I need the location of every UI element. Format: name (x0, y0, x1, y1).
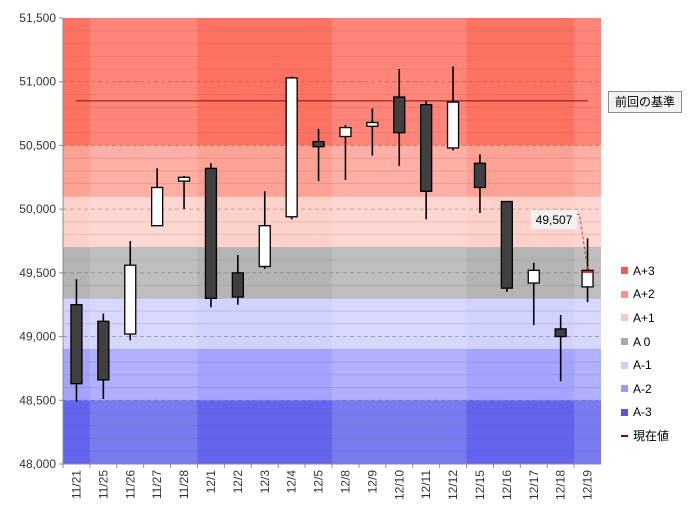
x-tick-label: 12/5 (312, 470, 326, 494)
x-tick-label: 11/28 (177, 470, 191, 499)
candle-down (231, 272, 245, 298)
candle-down (204, 167, 218, 299)
y-tick-label: 51,000 (19, 75, 56, 89)
legend-swatch (621, 408, 628, 416)
legend: A+3 A+2 A+1 A 0 A-1 A-2 A-3 現在値 (621, 259, 687, 448)
y-tick-label: 50,000 (19, 202, 56, 216)
candle-down (500, 200, 514, 289)
x-tick-label: 12/12 (446, 470, 460, 500)
callout-box (531, 210, 577, 229)
y-tick-label: 48,500 (19, 393, 56, 407)
x-tick-label: 11/21 (69, 470, 83, 499)
legend-label: A+3 (633, 263, 655, 278)
x-tick-label: 12/16 (500, 470, 514, 500)
x-tick-label: 12/19 (581, 470, 595, 500)
candle-up (581, 269, 594, 288)
legend-item: A 0 (621, 330, 687, 354)
x-tick-label: 11/26 (123, 470, 137, 499)
legend-item: A+1 (621, 306, 687, 330)
band-a-2 (63, 349, 601, 401)
candle-up (446, 101, 460, 149)
legend-label: A-3 (633, 405, 652, 420)
candle-down (312, 140, 325, 148)
candle-up (124, 264, 137, 335)
legend-swatch (621, 290, 628, 298)
x-tick-label: 12/2 (231, 470, 245, 494)
callout-leader (579, 214, 589, 270)
x-tick-label: 12/8 (338, 470, 352, 494)
reference-label: 前回の基準 (608, 91, 682, 113)
candle-up (339, 126, 352, 138)
current-value-label: 49,507 (536, 213, 573, 227)
x-tick-label: 12/15 (473, 470, 487, 500)
y-tick-label: 48,000 (19, 457, 56, 471)
x-tick-label: 12/18 (554, 470, 568, 500)
legend-swatch (621, 385, 628, 393)
candle-up (366, 121, 379, 127)
candle-up (150, 186, 164, 227)
legend-swatch (621, 314, 628, 322)
x-tick-label: 12/4 (285, 470, 299, 494)
candle-layer (70, 66, 594, 402)
week-shading-layer (89, 18, 601, 464)
legend-item: A-2 (621, 377, 687, 401)
band-a-3 (63, 400, 601, 464)
candle-down (419, 104, 433, 192)
y-tick-label: 49,000 (19, 330, 56, 344)
candle-down (473, 162, 487, 189)
candle-up (527, 269, 540, 284)
legend-item: A-1 (621, 353, 687, 377)
y-tick-label: 50,500 (19, 138, 56, 152)
x-tick-label: 12/9 (365, 470, 379, 494)
x-tick-label: 11/27 (150, 470, 164, 499)
legend-item: 現在値 (621, 424, 687, 448)
legend-item: A-3 (621, 401, 687, 425)
band-a-1 (63, 298, 601, 350)
candle-up (177, 176, 191, 182)
legend-label: A-2 (633, 381, 652, 396)
legend-item: A+2 (621, 283, 687, 307)
candle-up (258, 225, 271, 268)
y-tick-label: 51,500 (19, 11, 56, 25)
x-tick-label: 12/11 (419, 470, 433, 499)
legend-swatch (621, 338, 628, 346)
legend-label: A+1 (633, 310, 655, 325)
legend-label: A+2 (633, 287, 655, 302)
legend-label: 現在値 (633, 429, 670, 444)
legend-swatch (621, 361, 628, 369)
legend-label: A 0 (633, 334, 651, 349)
candle-down (554, 328, 567, 338)
y-tick-label: 49,500 (19, 266, 56, 280)
x-tick-label: 12/3 (258, 470, 272, 494)
x-tick-label: 11/25 (96, 470, 110, 499)
current-value-callout: 49,507 (531, 210, 589, 270)
x-tick-label: 12/10 (392, 470, 406, 500)
axis-layer: 48,000 48,500 49,000 49,500 50,000 50,500 51,0… (19, 11, 601, 500)
candle-down (393, 96, 406, 134)
legend-item: A+3 (621, 259, 687, 283)
candle-up (285, 77, 298, 218)
legend-line-swatch (621, 434, 628, 437)
legend-swatch (621, 267, 628, 275)
candle-down (97, 320, 110, 381)
x-tick-label: 12/1 (204, 470, 218, 494)
band-a+3 (63, 18, 601, 146)
legend-label: A-1 (633, 358, 652, 373)
candle-down (70, 304, 83, 385)
week-shade (89, 18, 198, 464)
x-tick-label: 12/17 (527, 470, 541, 500)
